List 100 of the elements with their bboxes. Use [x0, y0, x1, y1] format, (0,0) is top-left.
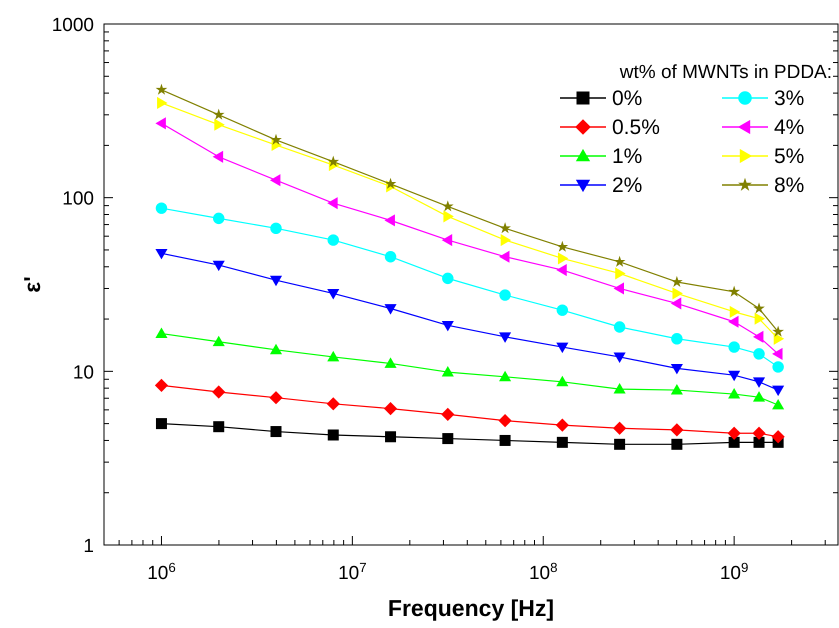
point	[671, 438, 682, 450]
point	[385, 431, 396, 442]
point	[442, 320, 454, 332]
point	[327, 156, 340, 167]
point	[212, 150, 224, 163]
legend-label: 1%	[612, 145, 642, 168]
point	[384, 178, 396, 189]
point	[212, 336, 225, 346]
point	[728, 426, 741, 440]
point	[728, 286, 740, 297]
y-tick-label: 1000	[52, 15, 94, 36]
point	[615, 267, 626, 280]
point	[270, 344, 282, 354]
point	[327, 197, 338, 210]
point	[728, 316, 739, 328]
point	[384, 304, 397, 315]
point	[614, 282, 624, 295]
point	[728, 341, 740, 353]
point	[270, 134, 282, 145]
point	[270, 222, 282, 234]
point	[213, 421, 224, 432]
point	[270, 276, 282, 286]
point	[157, 96, 168, 110]
point	[556, 376, 568, 386]
point	[327, 289, 340, 300]
point	[212, 385, 226, 399]
point	[442, 234, 452, 246]
point	[556, 240, 568, 252]
point	[441, 408, 454, 421]
legend-label: 0.5%	[612, 116, 660, 139]
y-tick-label: 1	[83, 536, 94, 557]
x-tick-label: 10$^{7}$	[338, 560, 367, 584]
legend-label: 8%	[774, 174, 804, 197]
point	[384, 357, 397, 368]
point	[728, 436, 740, 448]
point	[384, 402, 398, 416]
point	[156, 84, 168, 95]
point	[327, 350, 340, 362]
point	[499, 332, 512, 343]
point	[499, 289, 511, 301]
point	[556, 418, 569, 432]
point	[614, 438, 626, 450]
point	[156, 202, 168, 214]
point	[213, 212, 224, 224]
x-tick-label: 10$^{6}$	[147, 560, 176, 584]
point	[328, 234, 339, 246]
point	[269, 391, 283, 404]
point	[326, 397, 340, 410]
point	[614, 352, 626, 364]
point	[443, 210, 454, 222]
point	[670, 297, 682, 310]
point	[212, 260, 225, 272]
point	[155, 248, 168, 260]
point	[442, 366, 454, 376]
point	[614, 383, 626, 394]
x-tick-label: 10$^{8}$	[528, 560, 558, 584]
legend-label: 0%	[612, 87, 642, 110]
point	[613, 422, 626, 435]
point	[558, 252, 568, 264]
point	[384, 251, 396, 262]
legend-label: 2%	[612, 174, 642, 197]
point	[498, 414, 512, 428]
point	[156, 418, 167, 430]
legend-label: 5%	[774, 145, 804, 168]
point	[442, 200, 454, 212]
y-tick-label: 10	[72, 362, 94, 384]
point	[155, 117, 166, 130]
point	[670, 384, 683, 394]
point	[671, 276, 683, 287]
point	[730, 306, 740, 318]
y-tick-label: 100	[62, 188, 94, 210]
point	[154, 378, 168, 392]
point	[212, 108, 225, 120]
point	[728, 388, 740, 398]
point	[728, 370, 740, 382]
point	[442, 433, 454, 444]
point	[499, 222, 511, 234]
point	[155, 328, 168, 338]
point	[442, 272, 454, 284]
point	[671, 333, 683, 344]
point	[500, 234, 512, 246]
point	[328, 429, 339, 440]
x-tick-label: 10$^{9}$	[720, 560, 748, 584]
point	[670, 364, 683, 374]
point	[270, 174, 280, 186]
legend-title: wt% of MWNTs in PDDA:	[618, 62, 832, 83]
point	[556, 264, 567, 276]
point	[670, 423, 684, 436]
legend-label: 3%	[774, 87, 804, 110]
point	[556, 436, 568, 448]
point	[270, 426, 282, 438]
point	[556, 342, 568, 354]
point	[614, 321, 626, 333]
point	[500, 434, 511, 446]
y-axis-title: ε'	[19, 276, 45, 293]
point	[499, 250, 510, 263]
legend-label: 4%	[774, 116, 804, 139]
point	[556, 304, 568, 316]
point	[214, 118, 225, 131]
point	[672, 287, 683, 300]
